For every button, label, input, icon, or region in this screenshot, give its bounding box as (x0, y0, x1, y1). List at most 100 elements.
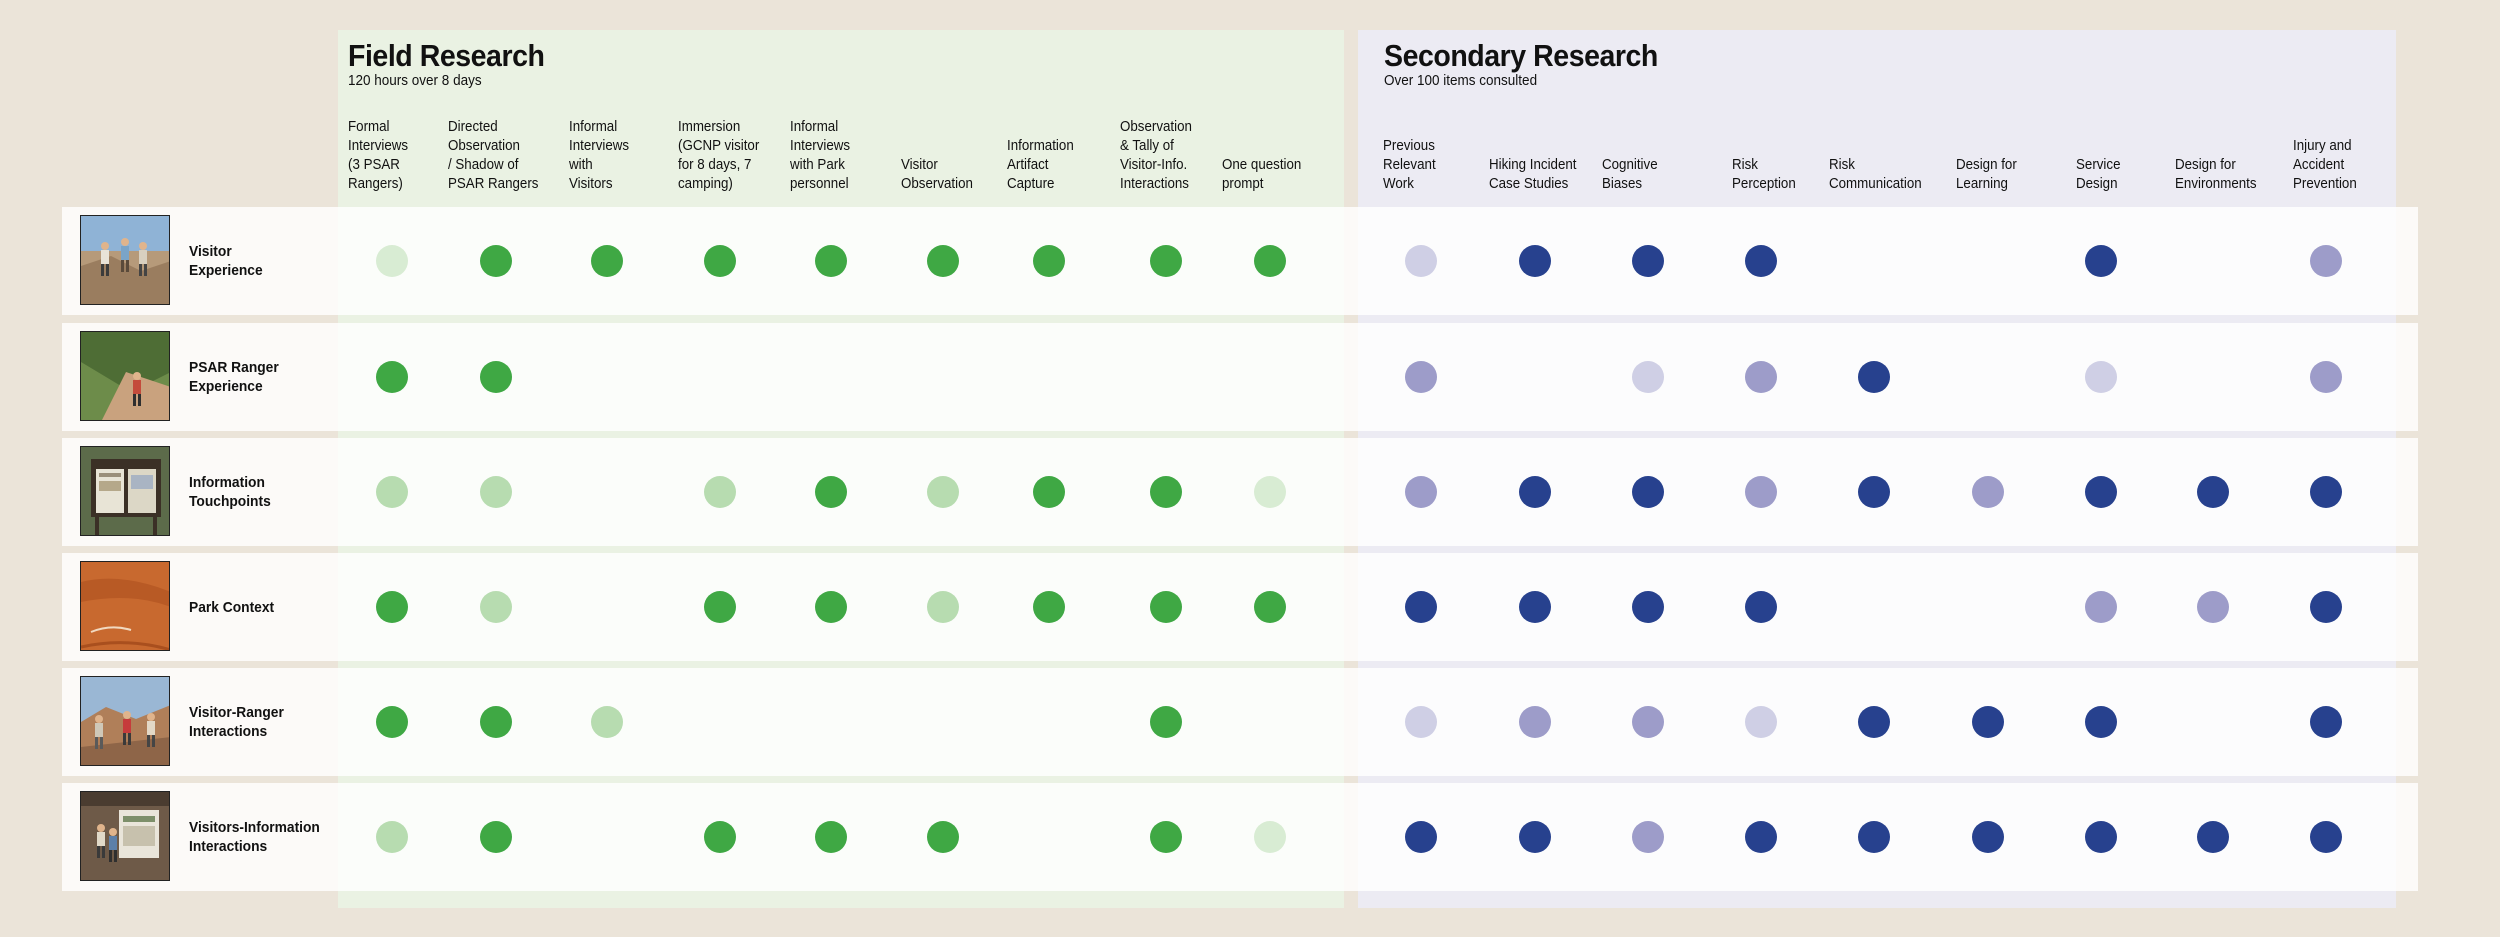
secondary-dot (1632, 591, 1664, 623)
field-dot (480, 476, 512, 508)
field-dot (815, 245, 847, 277)
secondary-column-header: Previous Relevant Work (1383, 138, 1436, 192)
field-research-subtitle: 120 hours over 8 days (348, 72, 482, 89)
field-dot (480, 245, 512, 277)
secondary-column-header: Design for Learning (1956, 157, 2017, 192)
secondary-dot (2085, 821, 2117, 853)
secondary-research-title: Secondary Research (1384, 38, 1658, 73)
field-dot (1150, 706, 1182, 738)
secondary-dot (1745, 821, 1777, 853)
field-column-header: Informal Interviews with Visitors (569, 119, 630, 192)
secondary-dot (2197, 591, 2229, 623)
row-photo (80, 676, 170, 766)
row-label: Information Touchpoints (189, 474, 271, 510)
row-band (62, 207, 2418, 315)
secondary-dot (1405, 361, 1437, 393)
field-dot (376, 821, 408, 853)
field-column-header: Visitor Observation (901, 157, 973, 192)
secondary-dot (1745, 361, 1777, 393)
secondary-dot (1972, 821, 2004, 853)
field-dot (480, 361, 512, 393)
row-label: Visitor-Ranger Interactions (189, 704, 284, 740)
secondary-dot (1972, 476, 2004, 508)
field-research-title: Field Research (348, 38, 545, 73)
secondary-dot (1858, 706, 1890, 738)
secondary-dot (1745, 245, 1777, 277)
field-dot (815, 476, 847, 508)
secondary-column-header: Risk Perception (1732, 157, 1796, 192)
secondary-dot (1405, 821, 1437, 853)
field-dot (704, 591, 736, 623)
row-label: Park Context (189, 598, 275, 616)
field-dot (927, 591, 959, 623)
secondary-dot (1405, 245, 1437, 277)
secondary-dot (2310, 361, 2342, 393)
secondary-dot (1519, 476, 1551, 508)
secondary-dot (2085, 706, 2117, 738)
field-dot (1150, 245, 1182, 277)
secondary-dot (2085, 476, 2117, 508)
secondary-dot (1972, 706, 2004, 738)
row-photo (80, 331, 170, 421)
secondary-dot (2085, 245, 2117, 277)
field-dot (1150, 476, 1182, 508)
secondary-dot (1519, 591, 1551, 623)
secondary-dot (1405, 591, 1437, 623)
secondary-dot (1858, 476, 1890, 508)
field-dot (376, 591, 408, 623)
secondary-dot (2310, 591, 2342, 623)
secondary-dot (1632, 821, 1664, 853)
field-dot (1254, 245, 1286, 277)
row-photo (80, 561, 170, 651)
field-dot (704, 476, 736, 508)
field-dot (927, 476, 959, 508)
secondary-dot (1632, 476, 1664, 508)
secondary-column-header: Hiking Incident Case Studies (1489, 157, 1577, 192)
field-dot (1033, 591, 1065, 623)
field-dot (1150, 821, 1182, 853)
secondary-dot (1519, 821, 1551, 853)
secondary-dot (1519, 245, 1551, 277)
row-photo (80, 446, 170, 536)
field-dot (927, 245, 959, 277)
secondary-dot (1745, 591, 1777, 623)
row-label: Visitor Experience (189, 243, 263, 279)
row-band (62, 783, 2418, 891)
field-dot (1254, 591, 1286, 623)
field-dot (1033, 476, 1065, 508)
field-dot (1254, 476, 1286, 508)
secondary-dot (1632, 706, 1664, 738)
secondary-research-subtitle: Over 100 items consulted (1384, 72, 1538, 89)
field-column-header: Observation & Tally of Visitor-Info. Int… (1120, 119, 1192, 192)
secondary-dot (1858, 361, 1890, 393)
secondary-column-header: Injury and Accident Prevention (2293, 138, 2357, 192)
secondary-column-header: Design for Environments (2175, 157, 2257, 192)
secondary-dot (2085, 591, 2117, 623)
field-dot (376, 361, 408, 393)
field-column-header: Immersion (GCNP visitor for 8 days, 7 ca… (678, 119, 760, 192)
field-dot (927, 821, 959, 853)
field-dot (1150, 591, 1182, 623)
field-column-header: Information Artifact Capture (1007, 138, 1074, 192)
secondary-dot (1632, 361, 1664, 393)
secondary-dot (2197, 821, 2229, 853)
field-dot (591, 245, 623, 277)
field-column-header: One question prompt (1222, 157, 1302, 192)
field-dot (1254, 821, 1286, 853)
row-band (62, 553, 2418, 661)
field-dot (480, 706, 512, 738)
row-photo (80, 215, 170, 305)
secondary-dot (1405, 706, 1437, 738)
secondary-dot (2085, 361, 2117, 393)
field-dot (480, 821, 512, 853)
secondary-column-header: Service Design (2076, 157, 2121, 192)
secondary-dot (2310, 821, 2342, 853)
field-column-header: Directed Observation / Shadow of PSAR Ra… (448, 119, 539, 192)
field-dot (376, 476, 408, 508)
row-band (62, 438, 2418, 546)
row-band (62, 668, 2418, 776)
field-dot (376, 245, 408, 277)
secondary-dot (2310, 476, 2342, 508)
secondary-dot (1858, 821, 1890, 853)
secondary-column-header: Risk Communication (1829, 157, 1922, 192)
